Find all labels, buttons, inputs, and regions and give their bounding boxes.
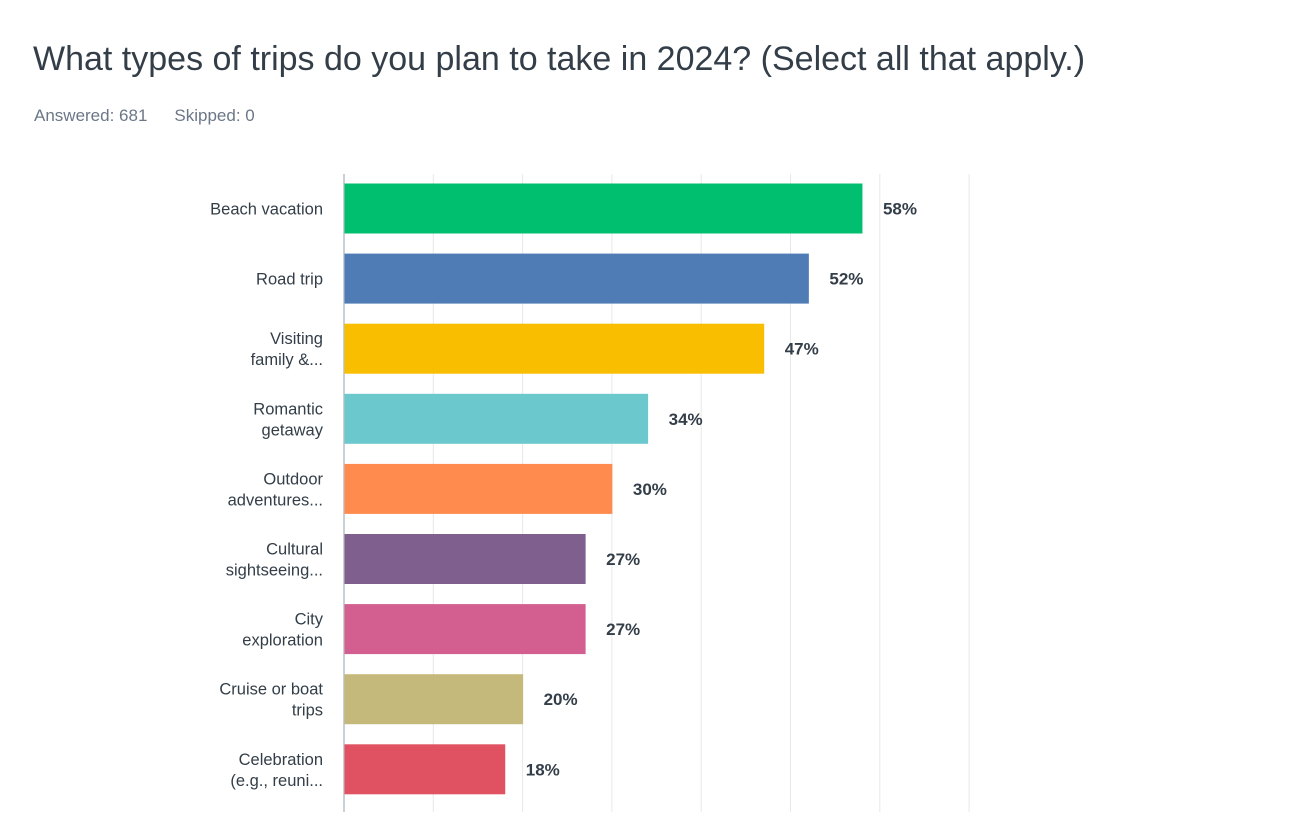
bar-value-label: 27% (606, 620, 640, 639)
category-label: Beach vacation (210, 201, 323, 219)
category-label: trips (292, 702, 323, 720)
category-label: (e.g., reuni... (230, 772, 323, 790)
bar-4 (344, 393, 649, 444)
bar-value-label: 18% (526, 760, 560, 779)
bar-value-label: 27% (606, 550, 640, 569)
category-label: exploration (242, 632, 323, 650)
bar-6 (344, 534, 586, 584)
bar-3 (344, 323, 765, 374)
category-label: City (295, 611, 324, 629)
category-label: adventures... (228, 491, 323, 509)
bar-7 (344, 604, 586, 655)
skipped-count: Skipped: 0 (174, 106, 255, 125)
question-title: What types of trips do you plan to take … (33, 40, 1086, 78)
bar-9 (344, 744, 506, 795)
bar-value-label: 58% (883, 200, 917, 219)
category-label: Outdoor (263, 470, 323, 488)
category-label: Cultural (266, 541, 323, 559)
bar-value-label: 47% (785, 340, 819, 359)
category-label: Romantic (253, 400, 323, 418)
bar-1 (344, 183, 863, 234)
answered-count: Answered: 681 (34, 106, 148, 125)
bar-5 (344, 463, 613, 514)
category-label: sightseeing... (226, 562, 323, 580)
response-stats: Answered: 681 Skipped: 0 (34, 106, 255, 126)
bar-value-label: 20% (544, 690, 578, 709)
category-label: family &... (251, 351, 323, 369)
category-label: Cruise or boat (219, 681, 323, 699)
category-label: Visiting (270, 330, 323, 348)
bar-8 (344, 674, 524, 725)
bar-value-label: 30% (633, 480, 667, 499)
bar-value-label: 34% (669, 410, 703, 429)
category-label: getaway (262, 421, 324, 439)
bar-value-label: 52% (829, 270, 863, 289)
category-label: Road trip (256, 271, 323, 289)
bar-2 (344, 253, 809, 304)
category-label: Celebration (239, 751, 323, 769)
